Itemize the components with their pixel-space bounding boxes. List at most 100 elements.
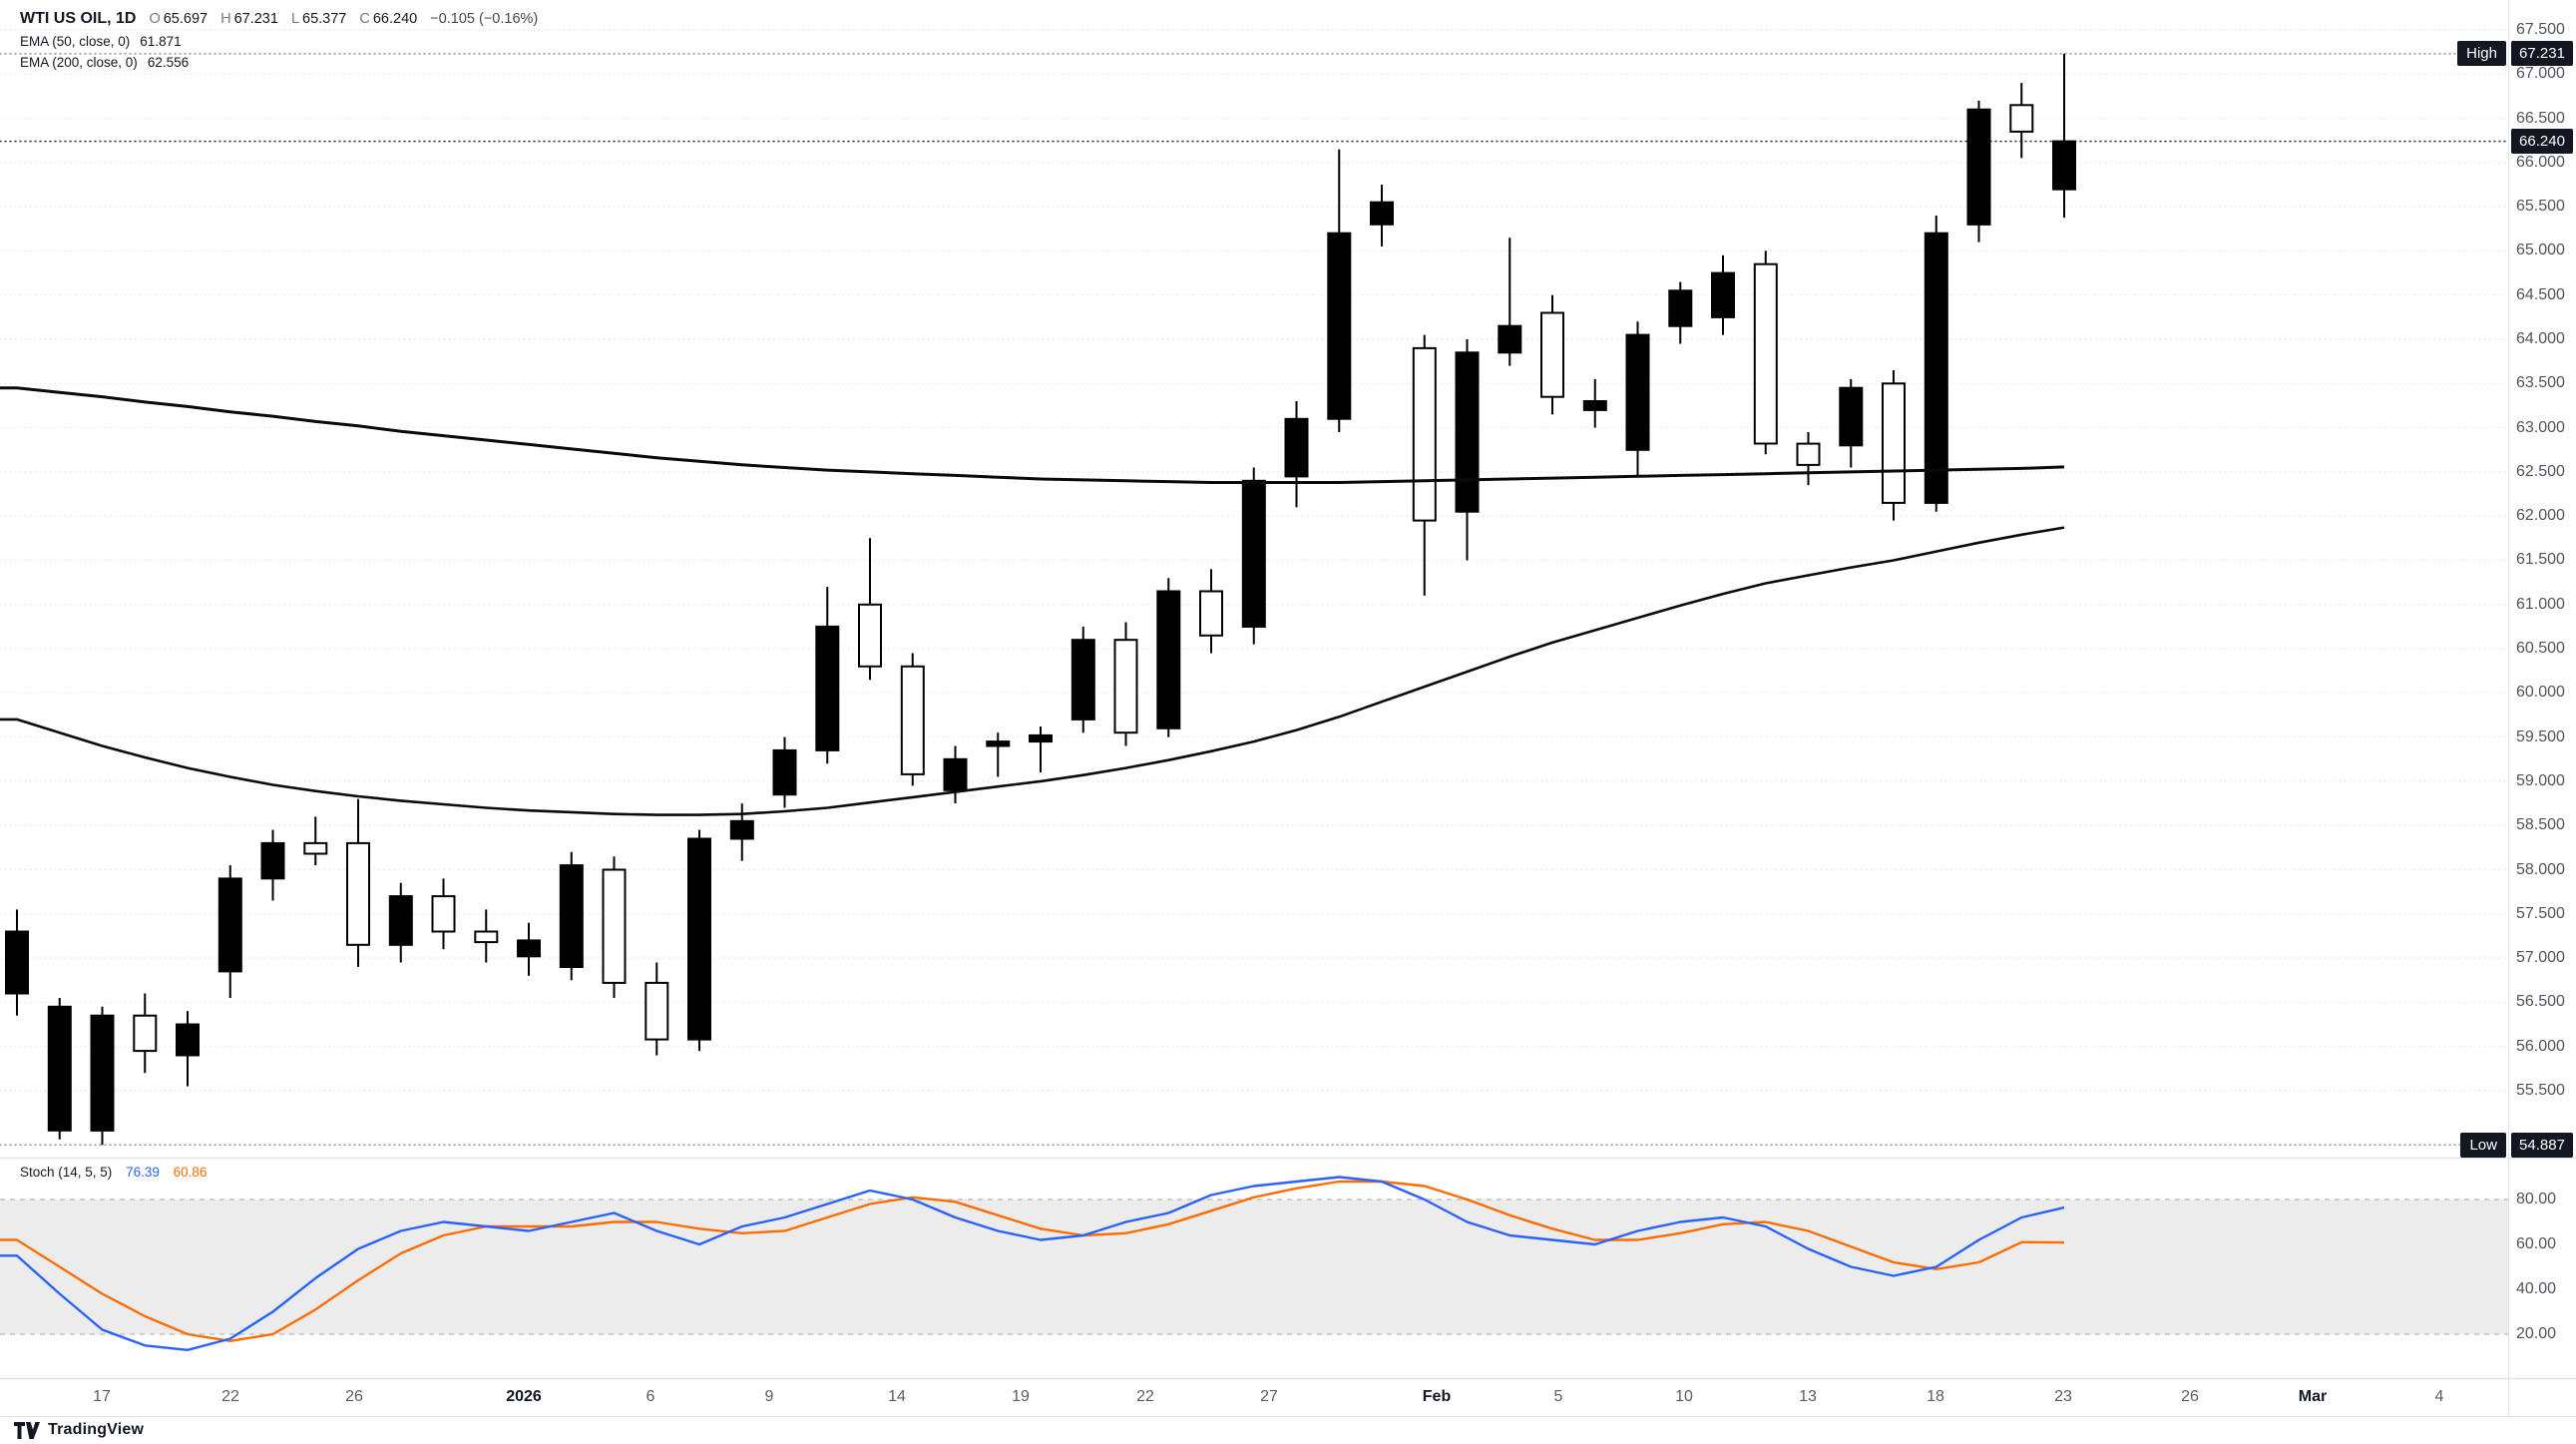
candle bbox=[1071, 639, 1095, 721]
candle bbox=[1924, 232, 1948, 504]
price-axis-label: 59.500 bbox=[2516, 727, 2565, 745]
candle bbox=[1625, 333, 1650, 451]
candle bbox=[729, 819, 754, 840]
time-axis-label: 17 bbox=[93, 1388, 111, 1405]
ema50-value: 61.871 bbox=[140, 34, 182, 49]
price-axis-label: 67.000 bbox=[2516, 65, 2565, 83]
candle bbox=[815, 625, 840, 751]
ohlc-close: C 66.240 bbox=[359, 11, 417, 27]
ohlc-open: O 65.697 bbox=[149, 11, 208, 27]
low-price-chip: Low bbox=[2460, 1132, 2506, 1158]
ohlc-low: L 65.377 bbox=[291, 11, 346, 27]
main-legend: WTI US OIL, 1D O 65.697 H 67.231 L 65.37… bbox=[20, 10, 538, 70]
time-axis-label: 6 bbox=[645, 1388, 655, 1405]
stoch-axis-label: 60.00 bbox=[2516, 1235, 2557, 1252]
price-axis-label: 61.500 bbox=[2516, 551, 2565, 569]
ema200-value: 62.556 bbox=[147, 55, 190, 70]
time-axis-label: 23 bbox=[2054, 1388, 2072, 1405]
price-axis-label: 64.000 bbox=[2516, 330, 2565, 348]
ohlc-high: H 67.231 bbox=[220, 11, 278, 27]
time-axis-label: 13 bbox=[1799, 1388, 1817, 1405]
price-axis-label: 57.000 bbox=[2516, 949, 2565, 967]
price-axis-label: 56.000 bbox=[2516, 1037, 2565, 1055]
price-axis-label: 56.500 bbox=[2516, 993, 2565, 1011]
time-axis-label: 5 bbox=[1553, 1388, 1563, 1405]
candle bbox=[1582, 400, 1607, 411]
low-value: 65.377 bbox=[302, 11, 347, 27]
time-axis-label: 14 bbox=[888, 1388, 906, 1405]
price-axis[interactable]: 67.500 67.000 66.500 66.000 65.500 65.000 64.5… bbox=[2508, 0, 2576, 1416]
candle bbox=[260, 841, 285, 880]
ema50-legend-row[interactable]: EMA (50, close, 0) 61.871 bbox=[20, 34, 538, 49]
candle bbox=[90, 1014, 115, 1132]
candle bbox=[1882, 382, 1906, 504]
open-label: O bbox=[149, 11, 161, 27]
price-axis-label: 65.000 bbox=[2516, 241, 2565, 259]
candle bbox=[772, 748, 797, 796]
change-value: −0.105 (−0.16%) bbox=[430, 11, 539, 27]
price-pane[interactable] bbox=[0, 0, 2508, 1158]
time-axis-label: 4 bbox=[2434, 1388, 2444, 1405]
candle bbox=[1966, 108, 1991, 226]
price-axis-label: 65.500 bbox=[2516, 198, 2565, 216]
price-axis-label: 61.000 bbox=[2516, 595, 2565, 613]
stoch-band bbox=[0, 1200, 2508, 1334]
stoch-d-value: 60.86 bbox=[173, 1165, 208, 1180]
tradingview-logo-icon[interactable] bbox=[14, 1421, 41, 1439]
symbol-title[interactable]: WTI US OIL, 1D bbox=[20, 10, 137, 27]
low-price-badge: 54.887 bbox=[2511, 1132, 2573, 1158]
ema200-label: EMA (200, close, 0) bbox=[20, 55, 138, 70]
time-axis-label: Mar bbox=[2298, 1388, 2328, 1405]
tradingview-wordmark[interactable]: TradingView bbox=[48, 1421, 145, 1438]
price-axis-label: 57.500 bbox=[2516, 904, 2565, 922]
price-axis-label: 66.000 bbox=[2516, 153, 2565, 171]
time-axis-label: 18 bbox=[1927, 1388, 1944, 1405]
candle bbox=[986, 740, 1011, 747]
candle bbox=[517, 939, 541, 958]
stoch-legend-row[interactable]: Stoch (14, 5, 5) 76.39 60.86 bbox=[20, 1165, 207, 1180]
candle bbox=[2009, 104, 2034, 133]
candle bbox=[217, 877, 242, 973]
ema50-label: EMA (50, close, 0) bbox=[20, 34, 131, 49]
time-axis-label: 22 bbox=[1136, 1388, 1154, 1405]
candle bbox=[1796, 442, 1821, 466]
stoch-axis-label: 20.00 bbox=[2516, 1325, 2557, 1342]
high-price-badge: 67.231 bbox=[2511, 41, 2573, 67]
time-axis-label: Feb bbox=[1422, 1388, 1452, 1405]
price-axis-label: 62.000 bbox=[2516, 507, 2565, 525]
high-value: 67.231 bbox=[233, 11, 278, 27]
candle bbox=[602, 868, 627, 984]
ema-50-line bbox=[0, 526, 2065, 816]
close-value: 66.240 bbox=[372, 11, 418, 27]
time-axis-label: 27 bbox=[1260, 1388, 1278, 1405]
candle bbox=[1540, 311, 1564, 398]
close-label: C bbox=[359, 11, 370, 27]
ema200-legend-row[interactable]: EMA (200, close, 0) 62.556 bbox=[20, 55, 538, 70]
stoch-d-line bbox=[0, 1180, 2065, 1342]
price-axis-label: 55.500 bbox=[2516, 1081, 2565, 1099]
candle bbox=[900, 665, 925, 775]
candle bbox=[1327, 232, 1352, 420]
price-axis-label: 60.000 bbox=[2516, 684, 2565, 702]
price-axis-label: 58.000 bbox=[2516, 860, 2565, 878]
candle bbox=[687, 837, 711, 1041]
time-axis-label: 2026 bbox=[506, 1388, 542, 1405]
time-axis-label: 26 bbox=[2181, 1388, 2199, 1405]
last-price-badge: 66.240 bbox=[2511, 129, 2573, 155]
time-axis-label: 10 bbox=[1675, 1388, 1693, 1405]
candle bbox=[1029, 733, 1053, 743]
candle bbox=[1370, 201, 1394, 226]
candle bbox=[1241, 479, 1266, 628]
stoch-pane[interactable] bbox=[0, 1161, 2508, 1378]
time-axis-label: 19 bbox=[1012, 1388, 1030, 1405]
candle bbox=[176, 1023, 200, 1057]
price-axis-label: 59.000 bbox=[2516, 771, 2565, 789]
price-axis-label: 66.500 bbox=[2516, 109, 2565, 127]
time-axis[interactable]: 17 22 26 2026 6 9 14 19 22 27 Feb 5 10 13 18 23 26 Mar 4 bbox=[0, 1378, 2508, 1416]
candle bbox=[303, 841, 328, 855]
ema-200-line bbox=[0, 386, 2065, 484]
candle bbox=[1498, 324, 1522, 354]
candle bbox=[47, 1005, 72, 1132]
